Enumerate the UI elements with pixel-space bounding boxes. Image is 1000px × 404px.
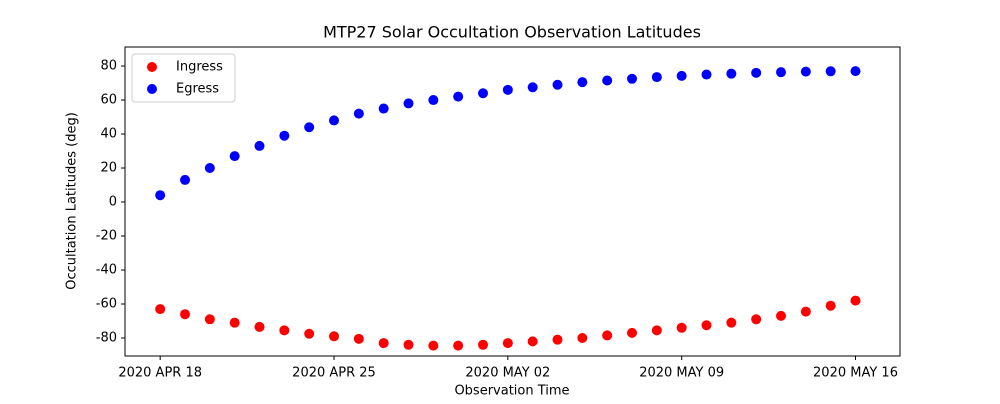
scatter-point xyxy=(229,151,240,162)
scatter-point xyxy=(577,332,588,343)
scatter-point xyxy=(329,331,340,342)
y-tick-label: 40 xyxy=(100,127,117,142)
scatter-point xyxy=(155,304,166,315)
scatter-point xyxy=(254,140,265,151)
scatter-point xyxy=(850,295,861,306)
y-axis-label: Occultation Latitudes (deg) xyxy=(65,112,80,290)
x-tick-label: 2020 APR 18 xyxy=(118,366,202,381)
scatter-point xyxy=(751,314,762,325)
y-tick-label: 20 xyxy=(100,161,117,176)
scatter-point xyxy=(527,82,538,93)
scatter-point xyxy=(602,75,613,86)
scatter-point xyxy=(180,174,191,185)
scatter-point xyxy=(651,72,662,83)
scatter-point xyxy=(204,163,215,174)
scatter-point xyxy=(403,98,414,109)
scatter-point xyxy=(776,67,787,78)
plot-frame xyxy=(124,46,901,357)
scatter-point xyxy=(552,79,563,90)
y-tick-label: 0 xyxy=(109,195,117,210)
scatter-point xyxy=(279,130,290,141)
scatter-point xyxy=(676,70,687,81)
legend-marker xyxy=(147,62,157,72)
scatter-point xyxy=(627,73,638,84)
scatter-point xyxy=(800,306,811,317)
scatter-point xyxy=(726,68,737,79)
legend-marker xyxy=(147,84,157,94)
scatter-point xyxy=(204,314,215,325)
scatter-point xyxy=(502,84,513,95)
scatter-point xyxy=(378,103,389,114)
x-axis-label: Observation Time xyxy=(454,384,569,399)
x-tick-label: 2020 APR 25 xyxy=(292,366,376,381)
scatter-point xyxy=(527,336,538,347)
legend-box xyxy=(131,53,236,103)
scatter-point xyxy=(825,300,836,311)
scatter-point xyxy=(329,115,340,126)
scatter-point xyxy=(726,317,737,328)
scatter-point xyxy=(403,339,414,350)
scatter-point xyxy=(850,66,861,77)
scatter-point xyxy=(453,340,464,351)
scatter-point xyxy=(353,333,364,344)
scatter-point xyxy=(651,325,662,336)
y-tick-label: 80 xyxy=(100,59,117,74)
scatter-point xyxy=(279,325,290,336)
scatter-point xyxy=(776,310,787,321)
x-tick-label: 2020 MAY 09 xyxy=(639,366,724,381)
scatter-point xyxy=(800,66,811,77)
scatter-point xyxy=(701,320,712,331)
scatter-point xyxy=(701,69,712,80)
y-tick-label: -60 xyxy=(96,296,117,311)
scatter-point xyxy=(577,77,588,88)
scatter-point xyxy=(627,327,638,338)
scatter-point xyxy=(428,95,439,106)
x-tick-label: 2020 MAY 16 xyxy=(813,366,898,381)
scatter-point xyxy=(676,322,687,333)
scatter-point xyxy=(304,328,315,339)
scatter-point xyxy=(304,122,315,133)
scatter-point xyxy=(751,67,762,78)
y-tick-label: 60 xyxy=(100,93,117,108)
scatter-point xyxy=(502,338,513,349)
y-tick-label: -20 xyxy=(96,229,117,244)
scatter-point xyxy=(229,317,240,328)
scatter-point xyxy=(478,88,489,99)
scatter-point xyxy=(825,66,836,77)
scatter-point xyxy=(478,339,489,350)
legend-label: Ingress xyxy=(176,60,223,75)
scatter-point xyxy=(602,330,613,341)
scatter-point xyxy=(180,309,191,320)
y-tick-label: -40 xyxy=(96,262,117,277)
scatter-point xyxy=(254,321,265,332)
x-tick-label: 2020 MAY 02 xyxy=(465,366,550,381)
y-tick-label: -80 xyxy=(96,330,117,345)
scatter-point xyxy=(428,340,439,351)
scatter-point xyxy=(552,334,563,345)
scatter-point xyxy=(453,91,464,102)
chart-title: MTP27 Solar Occultation Observation Lati… xyxy=(323,23,701,42)
scatter-point xyxy=(378,338,389,349)
scatter-point xyxy=(353,108,364,119)
legend-label: Egress xyxy=(176,82,219,97)
scatter-point xyxy=(155,190,166,201)
